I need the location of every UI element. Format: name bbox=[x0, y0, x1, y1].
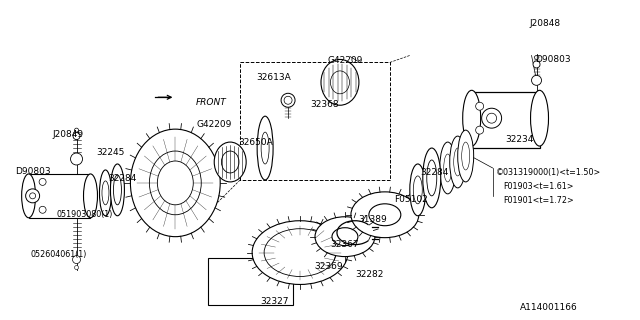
Ellipse shape bbox=[450, 136, 466, 188]
Ellipse shape bbox=[257, 116, 273, 180]
Ellipse shape bbox=[149, 151, 201, 215]
Ellipse shape bbox=[261, 132, 269, 164]
Ellipse shape bbox=[29, 193, 36, 199]
Ellipse shape bbox=[83, 174, 97, 218]
Ellipse shape bbox=[463, 90, 481, 146]
Text: 32367: 32367 bbox=[330, 240, 358, 249]
Ellipse shape bbox=[461, 142, 470, 170]
Ellipse shape bbox=[39, 179, 46, 185]
Ellipse shape bbox=[284, 96, 292, 104]
Bar bbox=[29, 174, 90, 218]
Ellipse shape bbox=[99, 170, 111, 216]
Ellipse shape bbox=[410, 164, 426, 216]
Ellipse shape bbox=[73, 132, 80, 140]
Ellipse shape bbox=[214, 142, 246, 182]
Ellipse shape bbox=[482, 108, 502, 128]
Text: 32327: 32327 bbox=[260, 297, 289, 307]
Text: 32284: 32284 bbox=[108, 174, 137, 183]
Text: G42209: G42209 bbox=[196, 120, 232, 129]
Ellipse shape bbox=[440, 142, 456, 194]
Ellipse shape bbox=[281, 93, 295, 107]
Ellipse shape bbox=[315, 217, 375, 257]
Text: 32245: 32245 bbox=[97, 148, 125, 157]
Text: 32368: 32368 bbox=[310, 100, 339, 109]
Ellipse shape bbox=[427, 160, 436, 196]
Text: D90803: D90803 bbox=[536, 55, 571, 64]
Ellipse shape bbox=[369, 204, 401, 226]
Ellipse shape bbox=[264, 229, 336, 276]
Ellipse shape bbox=[332, 228, 358, 246]
Text: F01903<t=1.61>: F01903<t=1.61> bbox=[504, 182, 574, 191]
Ellipse shape bbox=[458, 130, 474, 182]
Ellipse shape bbox=[423, 148, 441, 208]
Text: 32650A: 32650A bbox=[238, 138, 273, 147]
Text: 051903080(1): 051903080(1) bbox=[56, 210, 113, 219]
Text: 31389: 31389 bbox=[358, 215, 387, 224]
Text: ©031319000(1)<t=1.50>: ©031319000(1)<t=1.50> bbox=[495, 168, 601, 177]
Ellipse shape bbox=[39, 206, 46, 213]
Ellipse shape bbox=[74, 128, 79, 132]
Text: 32234: 32234 bbox=[506, 135, 534, 144]
Ellipse shape bbox=[157, 161, 193, 205]
Ellipse shape bbox=[26, 189, 40, 203]
Text: J20848: J20848 bbox=[529, 19, 561, 28]
Text: J20849: J20849 bbox=[52, 130, 84, 139]
Ellipse shape bbox=[486, 113, 497, 123]
Ellipse shape bbox=[131, 129, 220, 237]
Ellipse shape bbox=[534, 55, 538, 60]
Bar bbox=[208, 258, 293, 305]
Text: A114001166: A114001166 bbox=[520, 303, 577, 312]
Ellipse shape bbox=[102, 181, 109, 205]
Ellipse shape bbox=[221, 151, 239, 173]
Ellipse shape bbox=[157, 161, 193, 205]
Ellipse shape bbox=[252, 221, 348, 284]
Ellipse shape bbox=[454, 148, 461, 176]
Text: 32284: 32284 bbox=[420, 168, 448, 177]
Ellipse shape bbox=[111, 164, 124, 216]
Text: 052604061(1): 052604061(1) bbox=[31, 250, 87, 259]
Ellipse shape bbox=[72, 256, 81, 264]
Ellipse shape bbox=[74, 266, 79, 269]
Ellipse shape bbox=[22, 174, 36, 218]
Ellipse shape bbox=[274, 235, 326, 270]
Ellipse shape bbox=[113, 175, 122, 205]
Text: G42209: G42209 bbox=[328, 56, 364, 66]
Ellipse shape bbox=[330, 71, 349, 94]
Text: 32282: 32282 bbox=[355, 269, 383, 278]
Ellipse shape bbox=[531, 90, 548, 146]
Ellipse shape bbox=[413, 176, 422, 204]
Ellipse shape bbox=[351, 192, 419, 238]
Ellipse shape bbox=[321, 60, 359, 105]
Ellipse shape bbox=[70, 153, 83, 165]
Ellipse shape bbox=[476, 126, 484, 134]
Text: D90803: D90803 bbox=[15, 167, 51, 176]
Bar bbox=[472, 92, 540, 148]
Text: F01901<t=1.72>: F01901<t=1.72> bbox=[504, 196, 574, 205]
Ellipse shape bbox=[444, 154, 452, 182]
Ellipse shape bbox=[532, 76, 541, 85]
Text: 32613A: 32613A bbox=[256, 73, 291, 82]
Ellipse shape bbox=[533, 61, 540, 68]
Ellipse shape bbox=[476, 102, 484, 110]
Text: FRONT: FRONT bbox=[195, 98, 226, 107]
Text: 32369: 32369 bbox=[314, 261, 342, 270]
Text: F05102: F05102 bbox=[394, 195, 428, 204]
